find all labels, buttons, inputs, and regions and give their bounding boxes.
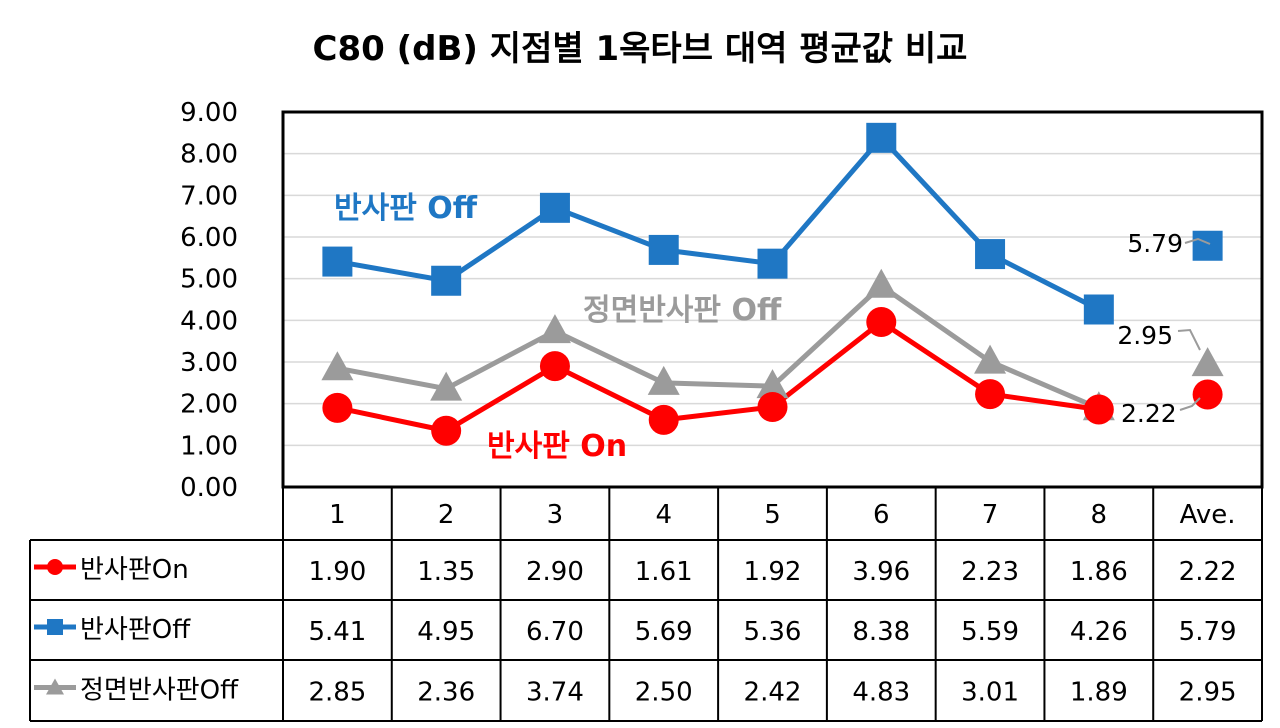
data-point xyxy=(1191,347,1224,377)
data-point xyxy=(866,307,897,337)
x-category-label: 3 xyxy=(547,500,564,530)
data-labels: 5.79 2.95 2.22 xyxy=(1117,229,1211,428)
data-point xyxy=(974,344,1007,374)
x-category-label: 6 xyxy=(873,500,890,530)
data-point xyxy=(539,192,570,223)
y-tick-label: 3.00 xyxy=(180,348,238,378)
leader-line-off xyxy=(1184,237,1211,245)
series-line xyxy=(336,319,1100,434)
y-tick-label: 1.00 xyxy=(180,431,238,461)
x-category-label: 4 xyxy=(655,500,672,530)
data-point xyxy=(1192,379,1223,410)
series-lines xyxy=(336,135,1100,434)
x-category-label: 5 xyxy=(764,500,781,530)
y-tick-label: 7.00 xyxy=(180,181,238,211)
y-axis-ticks: 0.00 1.00 2.00 3.00 4.00 5.00 6.00 7.00 8.00 9.00 xyxy=(180,98,238,503)
data-label-front-off-ave: 2.95 xyxy=(1117,321,1173,350)
table-cell: 2.36 xyxy=(417,678,475,708)
data-point xyxy=(647,365,680,395)
table-cell: 5.36 xyxy=(744,617,802,647)
table-cell: 2.90 xyxy=(526,557,584,587)
series-markers xyxy=(321,122,1224,446)
data-point xyxy=(648,234,679,265)
leader-line-on xyxy=(1179,397,1201,411)
table-cell: 2.95 xyxy=(1179,678,1237,708)
table-cell: 1.89 xyxy=(1070,678,1128,708)
annotation-front-off: 정면반사판 Off xyxy=(583,293,782,328)
table-cell: 1.61 xyxy=(635,557,693,587)
y-tick-label: 2.00 xyxy=(180,390,238,420)
data-point xyxy=(865,268,898,298)
table-cell: 1.86 xyxy=(1070,557,1128,587)
y-tick-label: 9.00 xyxy=(180,98,238,128)
data-table: 1 2 3 4 5 6 7 8 Ave. 반사판On 1.90 1.35 2.90 1.61 1.92 3.9… xyxy=(29,486,1263,722)
table-cell: 2.50 xyxy=(635,678,693,708)
data-point xyxy=(975,379,1006,410)
legend-label: 반사판Off xyxy=(80,615,191,645)
data-point xyxy=(648,404,679,435)
y-tick-label: 5.00 xyxy=(180,265,238,295)
data-point xyxy=(757,248,788,279)
data-point xyxy=(321,351,354,381)
data-point xyxy=(1192,230,1223,261)
table-cell: 1.92 xyxy=(744,557,802,587)
table-cell: 8.38 xyxy=(852,617,910,647)
data-point xyxy=(322,246,353,277)
data-point xyxy=(1083,394,1114,425)
data-point xyxy=(757,392,788,422)
x-category-label: 2 xyxy=(438,500,455,530)
table-cell: 4.95 xyxy=(417,617,475,647)
legend-key-marker xyxy=(47,619,63,635)
table-cell: 3.74 xyxy=(526,678,584,708)
table-cell: 4.83 xyxy=(852,678,910,708)
table-cell: 1.35 xyxy=(417,557,475,587)
legend-label: 반사판On xyxy=(80,555,189,585)
x-category-label: 8 xyxy=(1091,500,1108,530)
table-cell: 3.96 xyxy=(852,557,910,587)
chart-title: C80 (dB) 지점별 1옥타브 대역 평균값 비교 xyxy=(313,29,968,69)
annotation-on: 반사판 On xyxy=(487,429,627,464)
legend-label: 정면반사판Off xyxy=(80,676,239,706)
table-cell: 2.22 xyxy=(1179,557,1237,587)
data-point xyxy=(975,239,1006,270)
table-cell: 5.41 xyxy=(308,617,366,647)
data-point xyxy=(756,369,789,399)
table-cell: 5.79 xyxy=(1179,617,1237,647)
data-point xyxy=(866,122,897,153)
legend-key-marker xyxy=(46,678,64,695)
y-tick-label: 6.00 xyxy=(180,223,238,253)
table-cell: 2.23 xyxy=(961,557,1019,587)
table-cell: 3.01 xyxy=(961,678,1019,708)
table-cell: 2.85 xyxy=(308,678,366,708)
x-category-label: 1 xyxy=(329,500,346,530)
series-line xyxy=(336,283,1100,411)
data-point xyxy=(539,351,570,382)
legend-key-marker xyxy=(47,559,63,575)
y-tick-label: 4.00 xyxy=(180,306,238,336)
annotation-off: 반사판 Off xyxy=(334,191,478,226)
data-point xyxy=(322,392,353,423)
x-category-label: 7 xyxy=(982,500,999,530)
data-label-off-ave: 5.79 xyxy=(1127,229,1183,258)
table-cell: 1.90 xyxy=(308,557,366,587)
table-cell: 6.70 xyxy=(526,617,584,647)
table-cell: 5.59 xyxy=(961,617,1019,647)
y-tick-label: 0.00 xyxy=(180,473,238,503)
data-point xyxy=(538,314,571,344)
data-point xyxy=(1083,294,1114,325)
leader-line-front-off xyxy=(1177,328,1201,351)
data-point xyxy=(430,371,463,401)
data-point xyxy=(431,415,462,446)
x-category-label: Ave. xyxy=(1180,500,1236,530)
series-line xyxy=(336,135,1100,312)
table-cell: 5.69 xyxy=(635,617,693,647)
data-point xyxy=(431,265,462,296)
data-label-on-ave: 2.22 xyxy=(1121,399,1177,428)
series-annotations: 반사판 Off 정면반사판 Off 반사판 On xyxy=(334,191,782,464)
table-cell: 4.26 xyxy=(1070,617,1128,647)
table-cell: 2.42 xyxy=(744,678,802,708)
y-tick-label: 8.00 xyxy=(180,140,238,170)
